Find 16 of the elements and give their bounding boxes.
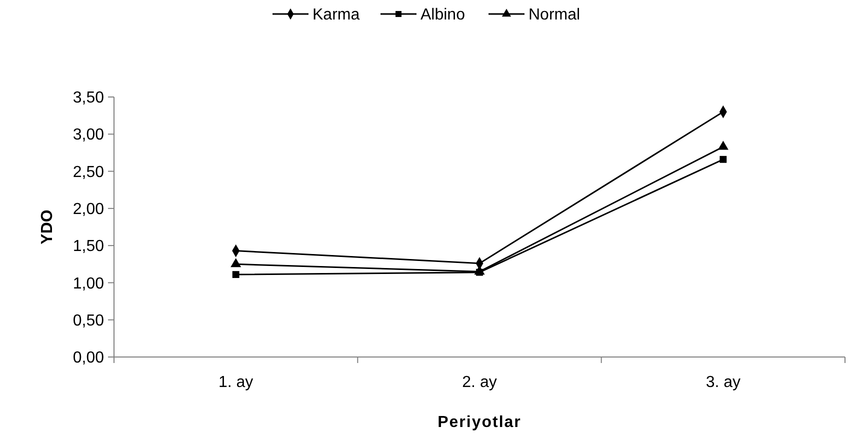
x-axis-title: Periyotlar bbox=[438, 414, 522, 431]
y-tick-label: 2,50 bbox=[72, 164, 104, 181]
y-axis-title: YDO bbox=[39, 210, 56, 244]
y-tick-label: 0,50 bbox=[72, 312, 104, 330]
legend-label: Albino bbox=[420, 6, 466, 24]
y-tick-label: 2,00 bbox=[72, 201, 104, 218]
y-tick-label: 1,50 bbox=[72, 238, 104, 256]
y-tick-label: 0,00 bbox=[72, 350, 104, 367]
x-tick-label: 3. ay bbox=[706, 374, 741, 391]
y-tick-label: 3,00 bbox=[72, 126, 104, 144]
y-tick-label: 3,50 bbox=[72, 90, 104, 107]
x-tick-label: 1. ay bbox=[218, 374, 254, 391]
x-tick-label: 2. ay bbox=[462, 374, 497, 391]
legend-label: Karma bbox=[312, 6, 360, 24]
y-tick-label: 1,00 bbox=[72, 275, 104, 292]
legend-label: Normal bbox=[528, 6, 580, 24]
